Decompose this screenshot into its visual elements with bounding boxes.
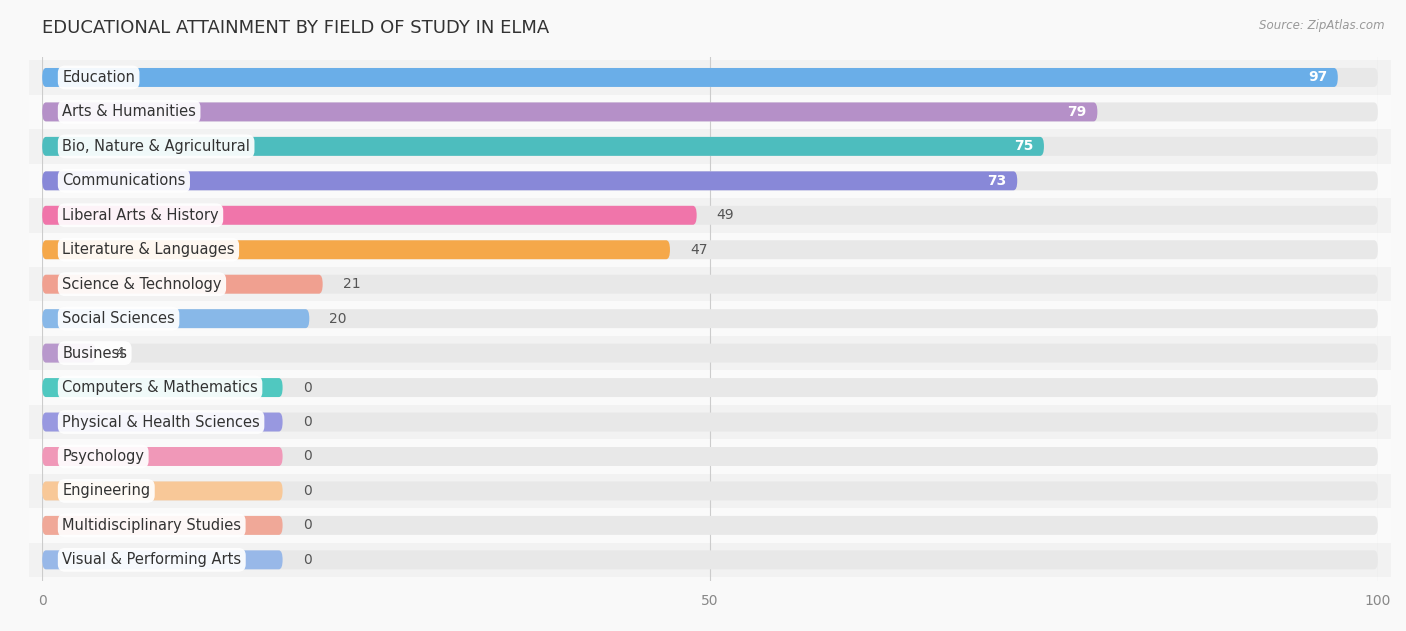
Text: Arts & Humanities: Arts & Humanities <box>62 104 195 119</box>
FancyBboxPatch shape <box>42 516 1378 535</box>
FancyBboxPatch shape <box>42 447 1378 466</box>
Text: Computers & Mathematics: Computers & Mathematics <box>62 380 257 395</box>
FancyBboxPatch shape <box>28 508 1392 543</box>
Text: 73: 73 <box>987 174 1007 188</box>
FancyBboxPatch shape <box>42 413 283 432</box>
Text: Liberal Arts & History: Liberal Arts & History <box>62 208 219 223</box>
FancyBboxPatch shape <box>42 413 1378 432</box>
Text: Multidisciplinary Studies: Multidisciplinary Studies <box>62 518 242 533</box>
Text: Business: Business <box>62 346 127 360</box>
Text: 0: 0 <box>302 484 311 498</box>
FancyBboxPatch shape <box>42 102 1378 121</box>
FancyBboxPatch shape <box>42 68 1378 87</box>
Text: 97: 97 <box>1308 71 1327 85</box>
FancyBboxPatch shape <box>42 206 696 225</box>
FancyBboxPatch shape <box>42 309 1378 328</box>
Text: 0: 0 <box>302 449 311 464</box>
FancyBboxPatch shape <box>42 137 1378 156</box>
Text: Bio, Nature & Agricultural: Bio, Nature & Agricultural <box>62 139 250 154</box>
Text: 75: 75 <box>1014 139 1033 153</box>
FancyBboxPatch shape <box>42 206 1378 225</box>
FancyBboxPatch shape <box>28 370 1392 405</box>
Text: Social Sciences: Social Sciences <box>62 311 174 326</box>
FancyBboxPatch shape <box>42 274 1378 293</box>
Text: Visual & Performing Arts: Visual & Performing Arts <box>62 552 242 567</box>
Text: 79: 79 <box>1067 105 1087 119</box>
FancyBboxPatch shape <box>42 550 283 569</box>
Text: 47: 47 <box>690 243 707 257</box>
FancyBboxPatch shape <box>42 481 1378 500</box>
Text: Engineering: Engineering <box>62 483 150 498</box>
FancyBboxPatch shape <box>28 474 1392 508</box>
Text: 0: 0 <box>302 519 311 533</box>
FancyBboxPatch shape <box>28 336 1392 370</box>
FancyBboxPatch shape <box>28 163 1392 198</box>
Text: Physical & Health Sciences: Physical & Health Sciences <box>62 415 260 430</box>
FancyBboxPatch shape <box>28 198 1392 232</box>
Text: Psychology: Psychology <box>62 449 145 464</box>
FancyBboxPatch shape <box>42 378 1378 397</box>
FancyBboxPatch shape <box>42 309 309 328</box>
Text: 4: 4 <box>115 346 124 360</box>
FancyBboxPatch shape <box>42 172 1017 191</box>
Text: 0: 0 <box>302 380 311 394</box>
FancyBboxPatch shape <box>42 550 1378 569</box>
Text: Science & Technology: Science & Technology <box>62 277 222 292</box>
FancyBboxPatch shape <box>42 172 1378 191</box>
FancyBboxPatch shape <box>28 439 1392 474</box>
FancyBboxPatch shape <box>28 267 1392 302</box>
FancyBboxPatch shape <box>42 240 669 259</box>
Text: Communications: Communications <box>62 174 186 188</box>
FancyBboxPatch shape <box>42 137 1043 156</box>
FancyBboxPatch shape <box>42 240 1378 259</box>
Text: 20: 20 <box>329 312 347 326</box>
Text: 0: 0 <box>302 415 311 429</box>
FancyBboxPatch shape <box>42 378 283 397</box>
FancyBboxPatch shape <box>28 129 1392 163</box>
Text: 21: 21 <box>343 277 360 291</box>
Text: Education: Education <box>62 70 135 85</box>
FancyBboxPatch shape <box>42 481 283 500</box>
FancyBboxPatch shape <box>28 405 1392 439</box>
Text: EDUCATIONAL ATTAINMENT BY FIELD OF STUDY IN ELMA: EDUCATIONAL ATTAINMENT BY FIELD OF STUDY… <box>42 19 550 37</box>
FancyBboxPatch shape <box>28 232 1392 267</box>
Text: Literature & Languages: Literature & Languages <box>62 242 235 257</box>
FancyBboxPatch shape <box>28 60 1392 95</box>
FancyBboxPatch shape <box>42 344 96 363</box>
FancyBboxPatch shape <box>42 68 1339 87</box>
FancyBboxPatch shape <box>42 344 1378 363</box>
FancyBboxPatch shape <box>28 95 1392 129</box>
FancyBboxPatch shape <box>28 302 1392 336</box>
FancyBboxPatch shape <box>28 543 1392 577</box>
Text: Source: ZipAtlas.com: Source: ZipAtlas.com <box>1260 19 1385 32</box>
FancyBboxPatch shape <box>42 274 322 293</box>
FancyBboxPatch shape <box>42 102 1098 121</box>
Text: 0: 0 <box>302 553 311 567</box>
FancyBboxPatch shape <box>42 516 283 535</box>
FancyBboxPatch shape <box>42 447 283 466</box>
Text: 49: 49 <box>717 208 734 222</box>
